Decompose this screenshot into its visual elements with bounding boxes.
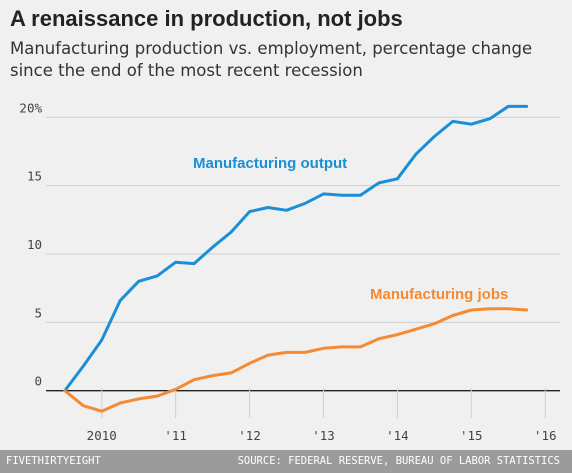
x-tick-label: '15 [460, 428, 483, 443]
output-series-label: Manufacturing output [193, 155, 347, 172]
footer-bar: FIVETHIRTYEIGHT SOURCE: FEDERAL RESERVE,… [0, 450, 572, 473]
y-tick-label: 15 [27, 169, 42, 184]
y-tick-label: 0 [34, 374, 42, 389]
source-credit: SOURCE: FEDERAL RESERVE, BUREAU OF LABOR… [237, 455, 560, 467]
x-tick-label: '16 [534, 428, 557, 443]
y-tick-label: 20% [19, 100, 42, 115]
brand-logo-text: FIVETHIRTYEIGHT [6, 455, 101, 467]
x-tick-label: '12 [238, 428, 261, 443]
x-axis-ticks: 2010 '11 '12 '13 '14 '15 '16 [87, 428, 557, 443]
series-layer [63, 104, 529, 413]
line-chart: 0 5 10 15 20% 2010 '11 '12 '13 '14 '15 '16 Manufac… [19, 100, 560, 443]
jobs-series-line [63, 307, 529, 413]
x-tick-label: '13 [312, 428, 335, 443]
output-series-line [63, 104, 529, 393]
series-labels: Manufacturing output Manufacturing jobs [193, 155, 508, 303]
x-tick-label: '11 [164, 428, 187, 443]
chart-title: A renaissance in production, not jobs [10, 6, 403, 31]
y-axis-ticks: 0 5 10 15 20% [19, 100, 42, 388]
y-tick-label: 10 [27, 237, 42, 252]
x-tick-label: '14 [386, 428, 409, 443]
grid-layer [46, 116, 560, 418]
x-tick-label: 2010 [87, 428, 117, 443]
chart-subtitle: Manufacturing production vs. employment,… [10, 39, 533, 80]
y-tick-label: 5 [34, 305, 42, 320]
jobs-series-label: Manufacturing jobs [370, 286, 508, 303]
